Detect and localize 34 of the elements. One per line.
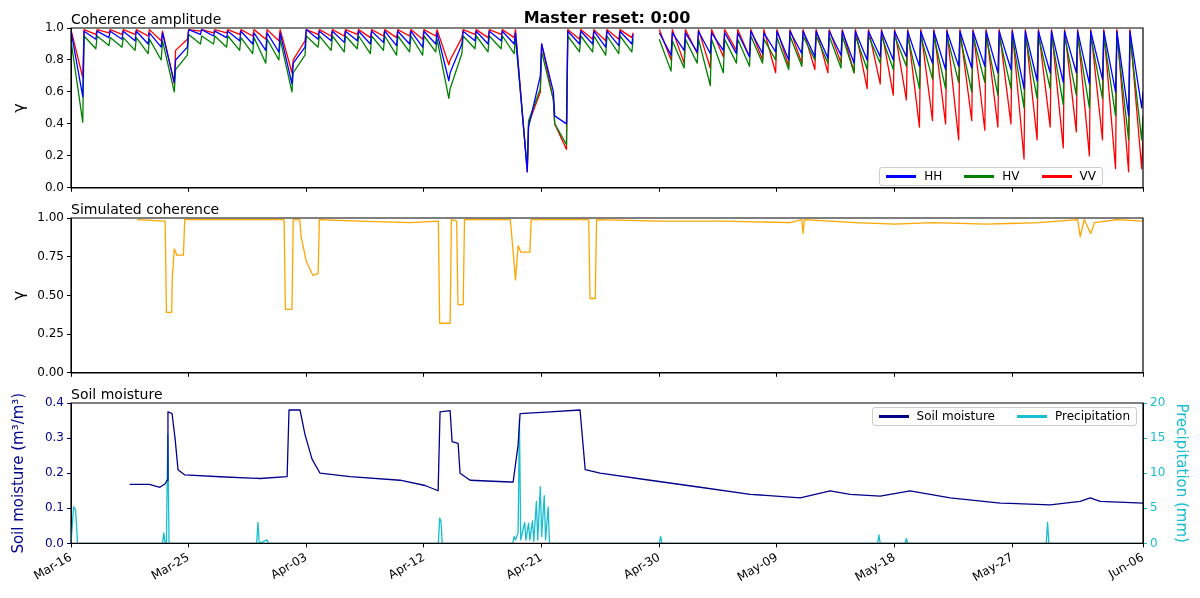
y-tick-label: 0.0 (44, 535, 64, 550)
y-axis-title: γ (8, 290, 28, 301)
y-tick-label: 0.50 (37, 287, 64, 302)
y-tick-label: 0.4 (44, 116, 64, 131)
legend-label: Precipitation (1054, 409, 1130, 424)
y-tick-label: 0.6 (44, 84, 64, 99)
y2-tick-label: 20 (1150, 395, 1166, 410)
y-tick-label: 0.75 (37, 248, 64, 263)
y-tick-label: 1.0 (44, 20, 64, 35)
y-tick-label: 0.25 (37, 326, 64, 341)
y2-tick-label: 15 (1150, 430, 1166, 445)
chart-title: Soil moisture (71, 385, 163, 402)
y2-tick-label: 5 (1150, 500, 1158, 515)
y-tick-label: 0.2 (44, 147, 64, 162)
chart-title: Simulated coherence (71, 200, 220, 217)
y-tick-label: 0.0 (44, 179, 64, 194)
y-tick-label: 0.00 (37, 364, 64, 379)
legend-label: Soil moisture (916, 409, 995, 424)
y-axis-title: Soil moisture (m³/m³) (8, 392, 27, 554)
legend-label: HH (924, 168, 943, 184)
chart-subtitle: Coherence amplitude (71, 10, 222, 27)
y-tick-label: 0.3 (44, 430, 64, 445)
legend-label: HV (1002, 168, 1020, 184)
y-tick-label: 0.8 (44, 52, 64, 67)
y2-axis-title: Precipitation (mm) (1173, 403, 1192, 543)
y-tick-label: 0.2 (44, 465, 64, 480)
chart-title: Master reset: 0:00 (523, 8, 691, 28)
legend-label: VV (1079, 168, 1096, 184)
y2-tick-label: 10 (1150, 465, 1166, 480)
y-tick-label: 0.4 (44, 395, 64, 410)
y-axis-title: γ (8, 103, 28, 113)
y-tick-label: 0.1 (44, 500, 64, 515)
y2-tick-label: 0 (1150, 535, 1158, 550)
y-tick-label: 1.00 (37, 210, 64, 225)
